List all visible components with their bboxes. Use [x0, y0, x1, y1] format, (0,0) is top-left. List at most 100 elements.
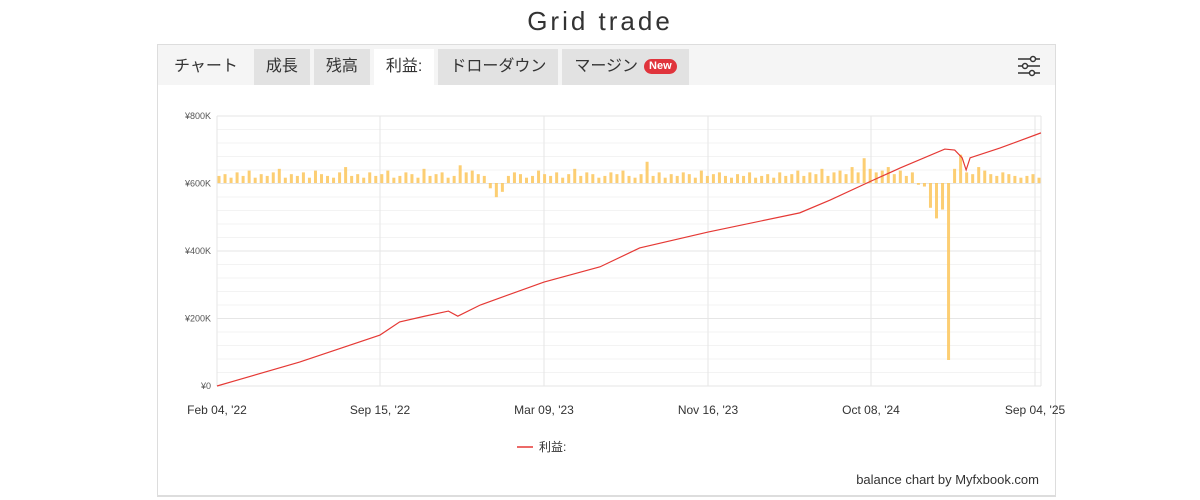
tab-2[interactable]: 残高	[313, 49, 370, 85]
tab-4[interactable]: ドローダウン	[438, 49, 559, 85]
profit-bar	[307, 177, 311, 183]
profit-bar	[965, 172, 969, 183]
profit-bar	[253, 177, 257, 183]
profit-bar	[868, 168, 872, 183]
profit-bar	[500, 183, 504, 192]
profit-bar	[760, 175, 764, 183]
profit-bar	[561, 177, 565, 183]
profit-bar	[362, 177, 366, 183]
profit-bar	[404, 172, 408, 183]
profit-bar	[531, 175, 535, 183]
profit-bar	[717, 172, 721, 183]
profit-bar	[778, 172, 782, 183]
profit-bar	[591, 174, 595, 183]
profit-bar	[808, 172, 812, 183]
profit-bar	[350, 175, 354, 183]
profit-bar	[265, 175, 269, 183]
tab-label: チャート	[174, 58, 238, 75]
profit-bar	[711, 174, 715, 183]
profit-bar	[470, 170, 474, 183]
profit-bar	[844, 174, 848, 183]
profit-bar	[693, 177, 697, 183]
profit-bar	[398, 175, 402, 183]
profit-bar	[338, 172, 342, 183]
profit-bar	[235, 172, 239, 183]
profit-bar	[687, 174, 691, 183]
profit-bar	[916, 183, 920, 185]
tab-label: 利益:	[385, 58, 423, 75]
profit-bar	[922, 183, 926, 187]
profit-line	[216, 132, 1042, 387]
profit-bar	[555, 172, 559, 183]
profit-bar	[880, 170, 884, 183]
profit-bar	[289, 174, 293, 183]
profit-bar	[223, 174, 227, 183]
profit-bar	[241, 175, 245, 183]
profit-bar	[904, 175, 908, 183]
profit-bar	[476, 174, 480, 183]
profit-bar	[935, 183, 938, 219]
profit-bar	[832, 172, 836, 183]
profit-bar	[482, 175, 486, 183]
profit-bar	[458, 165, 462, 183]
profit-bar	[320, 174, 323, 183]
profit-bar	[675, 175, 679, 183]
profit-bar	[518, 174, 522, 183]
tab-1[interactable]: 成長	[253, 49, 310, 85]
tab-0[interactable]: チャート	[162, 49, 250, 85]
chart-credit[interactable]: balance chart by Myfxbook.com	[856, 472, 1039, 487]
profit-bar	[838, 170, 842, 183]
profit-bar	[386, 170, 390, 183]
tab-3[interactable]: 利益:	[373, 49, 435, 85]
profit-bar	[681, 172, 685, 183]
sliders-icon[interactable]	[1017, 55, 1041, 77]
profit-bar	[772, 177, 776, 183]
y-tick-label: ¥400K	[184, 246, 211, 256]
profit-bar	[543, 174, 547, 183]
profit-bar	[723, 175, 727, 183]
chart-panel: チャート 成長 残高 利益: ドローダウン マージン New balance chart b…	[157, 44, 1056, 497]
profit-bar	[971, 174, 975, 183]
x-tick-label: Sep 04, '25	[1005, 403, 1066, 417]
profit-bar	[645, 161, 649, 183]
profit-bar	[826, 175, 830, 183]
profit-bar	[446, 177, 450, 183]
profit-bar	[494, 183, 498, 198]
tab-bar: チャート 成長 残高 利益: ドローダウン マージン New	[158, 45, 1055, 85]
x-tick-label: Sep 15, '22	[350, 403, 411, 417]
profit-bar	[633, 177, 637, 183]
profit-bar	[802, 175, 806, 183]
profit-bar	[892, 174, 896, 183]
profit-bar	[271, 172, 275, 183]
profit-bar	[573, 168, 577, 183]
profit-bar	[898, 170, 902, 183]
profit-bar	[277, 168, 281, 183]
profit-bar	[983, 170, 987, 183]
profit-bar	[754, 177, 758, 183]
profit-bar	[995, 175, 999, 183]
x-tick-label: Feb 04, '22	[187, 403, 247, 417]
profit-bar	[742, 175, 746, 183]
tab-5[interactable]: マージン New	[562, 49, 689, 85]
profit-bar	[525, 177, 528, 183]
profit-bar	[1007, 174, 1011, 183]
profit-bar	[229, 177, 233, 183]
profit-bar	[669, 174, 673, 183]
profit-bar	[1025, 175, 1029, 183]
x-tick-label: Oct 08, '24	[842, 403, 900, 417]
profit-bar	[910, 172, 914, 183]
profit-bar	[651, 175, 655, 183]
x-tick-label: Mar 09, '23	[514, 403, 574, 417]
profit-bar	[959, 154, 963, 183]
profit-bar	[928, 183, 932, 208]
tab-label: 残高	[325, 58, 358, 75]
profit-bar	[428, 175, 432, 183]
profit-bar	[434, 174, 438, 183]
x-tick-label: Nov 16, '23	[678, 403, 739, 417]
profit-bar	[820, 168, 824, 183]
profit-bar	[609, 172, 613, 183]
profit-bar	[301, 172, 305, 183]
new-badge: New	[644, 59, 677, 74]
profit-bar	[410, 174, 414, 183]
profit-bar	[452, 175, 456, 183]
